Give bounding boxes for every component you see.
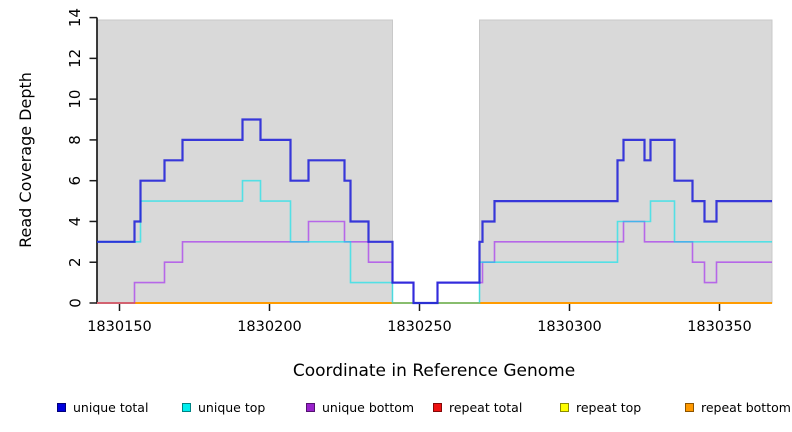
y-tick-label: 6: [66, 176, 84, 186]
legend-item-unique-total: unique total: [57, 397, 148, 417]
legend-label: unique bottom: [322, 399, 415, 415]
x-tick-label: 1830300: [537, 319, 602, 335]
x-axis-title: Coordinate in Reference Genome: [293, 361, 575, 381]
legend-label: repeat top: [576, 399, 642, 415]
x-tick-label: 1830200: [237, 319, 302, 335]
series-line-unique-top: [97, 179, 772, 304]
y-tick-label: 4: [66, 217, 84, 227]
legend-item-unique-bottom: unique bottom: [306, 397, 414, 417]
y-tick-label: 2: [66, 257, 84, 267]
coverage-chart: 0 2 4 6 8 10 12 14 1830150 1830200 1830250 1830300 1…: [16, 8, 773, 381]
x-tick-label: 1830350: [687, 319, 752, 335]
series-line-unique-total: [97, 118, 772, 305]
plot-area-right: [479, 19, 773, 304]
repeat-bottom-swatch-icon: [685, 402, 694, 412]
y-axis-title: Read Coverage Depth: [16, 72, 35, 248]
legend-item-repeat-total: repeat total: [433, 397, 522, 417]
legend-label: repeat total: [449, 399, 523, 415]
repeat-total-swatch-icon: [433, 402, 442, 412]
legend-label: unique total: [73, 399, 149, 415]
plot-area-left: [96, 19, 393, 304]
x-tick-label: 1830150: [87, 319, 152, 335]
plot-layer: 0 2 4 6 8 10 12 14 1830150 1830200 1830250 1830300 1…: [66, 8, 773, 335]
legend-label: repeat bottom: [701, 399, 791, 415]
coverage-chart-svg: 0 2 4 6 8 10 12 14 1830150 1830200 1830250 1830300 1…: [16, 8, 773, 381]
legend-label: unique top: [198, 399, 266, 415]
legend-item-unique-top: unique top: [182, 397, 265, 417]
chart-legend: unique total unique top unique bottom re…: [0, 397, 792, 421]
y-tick-label: 0: [66, 298, 84, 308]
y-tick-label: 8: [66, 135, 84, 145]
unique-top-swatch-icon: [182, 402, 191, 412]
y-tick-label: 14: [66, 8, 84, 27]
unique-total-swatch-icon: [57, 402, 66, 412]
unique-bottom-swatch-icon: [306, 402, 315, 412]
y-tick-label: 12: [66, 49, 84, 68]
legend-item-repeat-top: repeat top: [560, 397, 641, 417]
y-tick-label: 10: [66, 90, 84, 109]
legend-item-repeat-bottom: repeat bottom: [685, 397, 791, 417]
x-tick-label: 1830250: [387, 319, 452, 335]
repeat-top-swatch-icon: [560, 402, 569, 412]
